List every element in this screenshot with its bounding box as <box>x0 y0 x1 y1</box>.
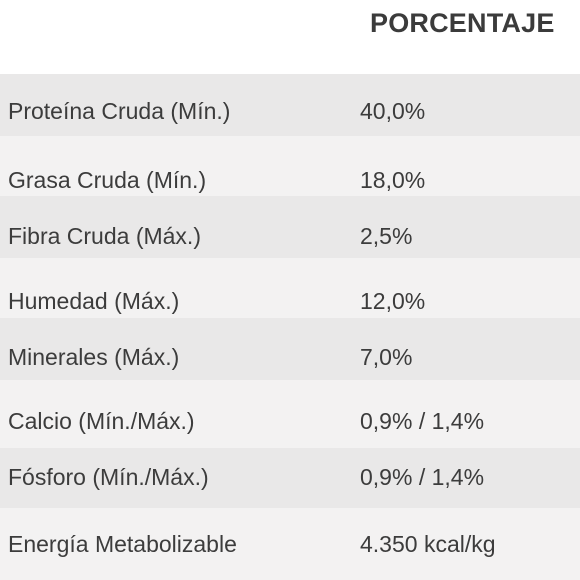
nutrient-name: Calcio (Mín./Máx.) <box>8 408 195 434</box>
nutrient-name: Proteína Cruda (Mín.) <box>8 98 231 124</box>
nutrient-value: 2,5% <box>360 223 413 249</box>
column-header-porcentaje: PORCENTAJE <box>370 8 555 38</box>
nutrient-value: 18,0% <box>360 167 426 193</box>
table-row-calcio: Calcio (Mín./Máx.) 0,9% / 1,4% <box>0 380 580 448</box>
table-row-fosforo: Fósforo (Mín./Máx.) 0,9% / 1,4% <box>0 448 580 508</box>
nutrient-value: 0,9% / 1,4% <box>360 464 485 490</box>
nutrient-name: Minerales (Máx.) <box>8 344 180 370</box>
nutrient-name: Fibra Cruda (Máx.) <box>8 223 201 249</box>
nutrient-name: Energía Metabolizable <box>8 531 237 557</box>
nutrient-name: Grasa Cruda (Mín.) <box>8 167 207 193</box>
nutrient-value: 4.350 kcal/kg <box>360 531 496 557</box>
table-row-energia: Energía Metabolizable 4.350 kcal/kg <box>0 508 580 580</box>
table-row-humedad: Humedad (Máx.) 12,0% <box>0 258 580 318</box>
nutrient-value: 40,0% <box>360 98 426 124</box>
nutrient-value: 7,0% <box>360 344 413 370</box>
table-row-grasa: Grasa Cruda (Mín.) 18,0% <box>0 136 580 196</box>
nutrient-value: 0,9% / 1,4% <box>360 408 485 434</box>
nutrient-name: Fósforo (Mín./Máx.) <box>8 464 209 490</box>
table-row-proteina: Proteína Cruda (Mín.) 40,0% <box>0 74 580 136</box>
table-row-fibra: Fibra Cruda (Máx.) 2,5% <box>0 196 580 258</box>
nutrient-name: Humedad (Máx.) <box>8 288 180 314</box>
table-row-minerales: Minerales (Máx.) 7,0% <box>0 318 580 380</box>
table-header: PORCENTAJE <box>0 0 580 74</box>
nutrient-value: 12,0% <box>360 288 426 314</box>
